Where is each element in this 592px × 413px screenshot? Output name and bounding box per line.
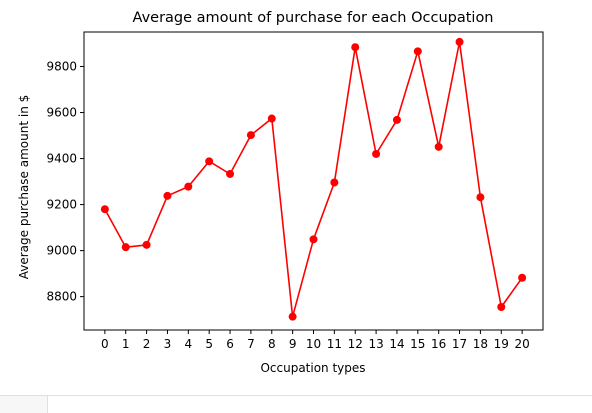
axis-ticks: 0 1 2 3 4 5 6 7 8 9 10 11 12 13 14 15 16 17 18 19 2088009000… (46, 60, 529, 351)
x-tick-label: 16 (431, 337, 446, 351)
x-tick-label: 17 (452, 337, 467, 351)
x-tick-label: 1 (122, 337, 130, 351)
y-tick-label: 9000 (46, 244, 77, 258)
data-point (392, 115, 401, 124)
x-tick-label: 3 (164, 337, 172, 351)
x-tick-label: 12 (348, 337, 363, 351)
data-point (434, 142, 443, 151)
data-point (246, 131, 255, 140)
data-point (309, 235, 318, 244)
data-point (100, 205, 109, 214)
y-tick-label: 9200 (46, 198, 77, 212)
x-tick-label: 8 (268, 337, 276, 351)
data-point (184, 182, 193, 191)
x-axis-label: Occupation types (260, 361, 365, 375)
chart-title: Average amount of purchase for each Occu… (133, 10, 494, 26)
data-point (288, 312, 297, 321)
y-tick-label: 8800 (46, 290, 77, 304)
data-point (455, 37, 464, 46)
y-tick-label: 9400 (46, 152, 77, 166)
data-point (142, 240, 151, 249)
notebook-cell-border (0, 395, 592, 413)
x-tick-label: 9 (289, 337, 297, 351)
x-tick-label: 20 (514, 337, 529, 351)
y-axis-label: Average purchase amount in $ (17, 95, 31, 280)
data-point (226, 169, 235, 178)
data-point (205, 157, 214, 166)
data-point (351, 43, 360, 52)
data-point (372, 149, 381, 158)
x-tick-label: 13 (368, 337, 383, 351)
line-chart: Average amount of purchase for each Occu… (17, 10, 544, 375)
x-tick-label: 10 (306, 337, 321, 351)
plot-frame (83, 31, 544, 331)
data-point (497, 302, 506, 311)
y-tick-label: 9600 (46, 106, 77, 120)
x-tick-label: 18 (473, 337, 488, 351)
x-tick-label: 11 (327, 337, 342, 351)
x-tick-label: 15 (410, 337, 425, 351)
data-point (330, 178, 339, 187)
data-point (476, 193, 485, 202)
series-line (104, 41, 523, 318)
x-tick-label: 6 (226, 337, 234, 351)
data-point (121, 243, 130, 252)
notebook-cell-prompt (0, 396, 48, 413)
data-point (518, 273, 527, 282)
x-tick-label: 0 (101, 337, 109, 351)
x-tick-label: 2 (143, 337, 151, 351)
series-red (100, 37, 527, 321)
x-tick-label: 5 (205, 337, 213, 351)
x-tick-label: 4 (184, 337, 192, 351)
data-point (267, 114, 276, 123)
data-point (413, 47, 422, 56)
y-tick-label: 9800 (46, 60, 77, 74)
data-point (163, 191, 172, 200)
x-tick-label: 7 (247, 337, 255, 351)
x-tick-label: 14 (389, 337, 404, 351)
x-tick-label: 19 (494, 337, 509, 351)
